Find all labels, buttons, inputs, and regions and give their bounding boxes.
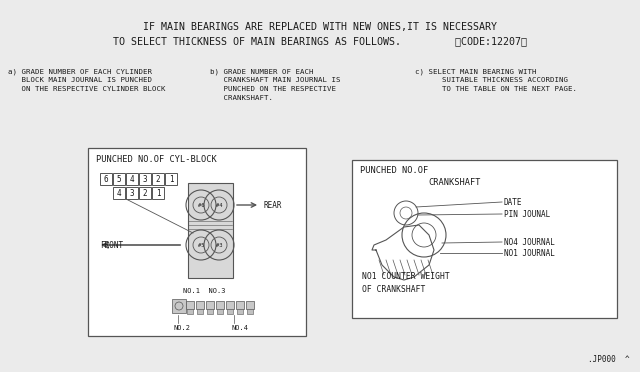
Bar xyxy=(152,187,164,199)
Bar xyxy=(197,309,203,314)
Text: NO4 JOURNAL: NO4 JOURNAL xyxy=(504,237,555,247)
Text: 3: 3 xyxy=(130,189,134,198)
Text: NO1 COUNTER WEIGHT: NO1 COUNTER WEIGHT xyxy=(362,272,450,281)
Text: CRANKSHAFT: CRANKSHAFT xyxy=(428,178,481,187)
Bar xyxy=(100,173,112,185)
Text: 1: 1 xyxy=(156,189,160,198)
Text: 1: 1 xyxy=(169,174,173,183)
Bar xyxy=(126,173,138,185)
Bar xyxy=(216,301,224,309)
Text: PUNCHED NO.OF CYL-BLOCK: PUNCHED NO.OF CYL-BLOCK xyxy=(96,155,217,164)
Text: NO.2: NO.2 xyxy=(173,325,190,331)
Text: 2: 2 xyxy=(143,189,147,198)
Bar xyxy=(207,309,213,314)
Text: #6: #6 xyxy=(198,202,204,208)
Text: #3: #3 xyxy=(216,243,222,247)
Text: NO1 JOURNAL: NO1 JOURNAL xyxy=(504,248,555,257)
Text: 4: 4 xyxy=(130,174,134,183)
Text: PUNCHED NO.OF: PUNCHED NO.OF xyxy=(360,166,428,175)
Bar xyxy=(196,301,204,309)
Bar xyxy=(152,173,164,185)
Bar xyxy=(188,183,233,278)
Text: .JP000  ^: .JP000 ^ xyxy=(588,355,630,364)
Text: 4: 4 xyxy=(116,189,122,198)
Bar xyxy=(139,187,151,199)
Bar xyxy=(172,299,186,313)
Text: 2: 2 xyxy=(156,174,160,183)
Bar xyxy=(126,187,138,199)
Bar xyxy=(236,301,244,309)
Bar xyxy=(206,301,214,309)
Text: TO SELECT THICKNESS OF MAIN BEARINGS AS FOLLOWS.         〈CODE:12207〉: TO SELECT THICKNESS OF MAIN BEARINGS AS … xyxy=(113,36,527,46)
Bar xyxy=(237,309,243,314)
Text: #4: #4 xyxy=(216,202,222,208)
Bar xyxy=(139,173,151,185)
Text: DATE: DATE xyxy=(504,198,522,206)
Text: OF CRANKSHAFT: OF CRANKSHAFT xyxy=(362,285,426,294)
Bar xyxy=(187,309,193,314)
Bar xyxy=(165,173,177,185)
Text: PIN JOUNAL: PIN JOUNAL xyxy=(504,209,550,218)
Bar xyxy=(352,160,617,318)
Bar xyxy=(227,309,233,314)
Text: c) SELECT MAIN BEARING WITH
      SUITABLE THICKNESS ACCORDING
      TO THE TABL: c) SELECT MAIN BEARING WITH SUITABLE THI… xyxy=(415,68,577,92)
Bar xyxy=(186,301,194,309)
Text: 3: 3 xyxy=(143,174,147,183)
Bar xyxy=(246,301,254,309)
Text: #5: #5 xyxy=(198,243,204,247)
Bar xyxy=(113,173,125,185)
Text: NO.4: NO.4 xyxy=(232,325,249,331)
Bar xyxy=(247,309,253,314)
Text: NO.1  NO.3: NO.1 NO.3 xyxy=(183,288,225,294)
Bar xyxy=(217,309,223,314)
Text: REAR: REAR xyxy=(263,201,282,209)
Bar xyxy=(88,148,306,336)
Text: 5: 5 xyxy=(116,174,122,183)
Text: 6: 6 xyxy=(104,174,108,183)
Text: a) GRADE NUMBER OF EACH CYLINDER
   BLOCK MAIN JOURNAL IS PUNCHED
   ON THE RESP: a) GRADE NUMBER OF EACH CYLINDER BLOCK M… xyxy=(8,68,166,92)
Bar xyxy=(226,301,234,309)
Bar xyxy=(113,187,125,199)
Text: IF MAIN BEARINGS ARE REPLACED WITH NEW ONES,IT IS NECESSARY: IF MAIN BEARINGS ARE REPLACED WITH NEW O… xyxy=(143,22,497,32)
Text: FRONT: FRONT xyxy=(100,241,123,250)
Text: b) GRADE NUMBER OF EACH
   CRANKSHAFT MAIN JOURNAL IS
   PUNCHED ON THE RESPECTI: b) GRADE NUMBER OF EACH CRANKSHAFT MAIN … xyxy=(210,68,340,101)
